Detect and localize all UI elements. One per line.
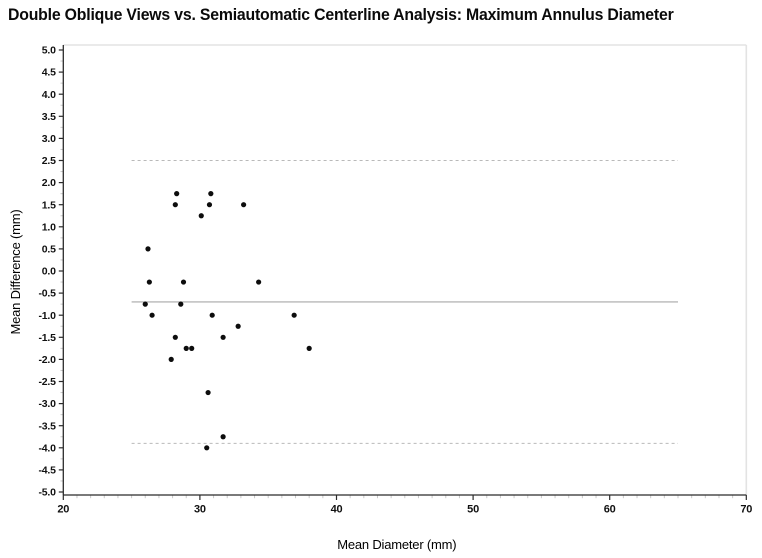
data-point (235, 323, 241, 329)
data-point (306, 345, 312, 351)
data-point (220, 334, 226, 340)
data-point (205, 389, 211, 396)
data-point (146, 279, 152, 285)
data-point (256, 279, 262, 285)
y-tick-label: 0.5 (42, 244, 56, 256)
data-point (198, 213, 204, 219)
y-tick-label: -4.0 (39, 442, 57, 454)
y-axis-title: Mean Difference (mm) (8, 209, 23, 334)
y-tick-label: 2.5 (42, 155, 56, 167)
x-tick-label: 40 (331, 504, 343, 516)
data-point (183, 345, 189, 351)
data-point (174, 191, 180, 197)
data-point (142, 301, 148, 307)
chart-title: Double Oblique Views vs. Semiautomatic C… (8, 5, 674, 24)
x-tick-label: 70 (740, 504, 752, 516)
data-point (209, 312, 215, 318)
data-point (291, 312, 297, 318)
data-point (189, 345, 195, 351)
y-tick-label: 3.5 (42, 111, 56, 123)
y-tick-label: -1.0 (39, 310, 57, 322)
data-point (149, 312, 155, 318)
data-point (208, 191, 214, 197)
x-tick-label: 60 (604, 504, 616, 516)
data-point (180, 279, 187, 285)
data-point (172, 334, 178, 340)
y-tick-label: 5.0 (42, 45, 56, 57)
y-tick-label: 0.0 (42, 266, 56, 278)
y-tick-label: -3.0 (39, 398, 57, 410)
data-point (178, 301, 184, 307)
data-point (145, 246, 151, 252)
data-point (220, 434, 226, 440)
x-tick-label: 50 (467, 504, 479, 516)
y-tick-label: -4.5 (39, 465, 57, 477)
data-point (172, 202, 178, 208)
x-tick-label: 20 (57, 504, 69, 516)
y-tick-label: -5.0 (39, 487, 57, 499)
y-tick-label: 4.0 (42, 89, 56, 101)
y-tick-label: 1.5 (42, 199, 56, 211)
y-tick-label: 2.0 (42, 177, 56, 189)
y-tick-label: -2.0 (39, 354, 57, 366)
x-axis-title: Mean Diameter (mm) (337, 537, 456, 552)
y-tick-label: -0.5 (39, 288, 57, 300)
data-point (241, 202, 247, 208)
y-tick-label: -1.5 (39, 332, 57, 344)
y-tick-label: -3.5 (39, 420, 57, 432)
data-point (206, 202, 213, 208)
data-point (204, 445, 210, 451)
y-tick-label: 4.5 (42, 67, 56, 79)
y-tick-label: -2.5 (39, 376, 57, 388)
data-point (168, 356, 174, 362)
x-tick-label: 30 (194, 504, 206, 516)
y-tick-label: 3.0 (42, 133, 56, 145)
y-tick-label: 1.0 (42, 221, 56, 233)
